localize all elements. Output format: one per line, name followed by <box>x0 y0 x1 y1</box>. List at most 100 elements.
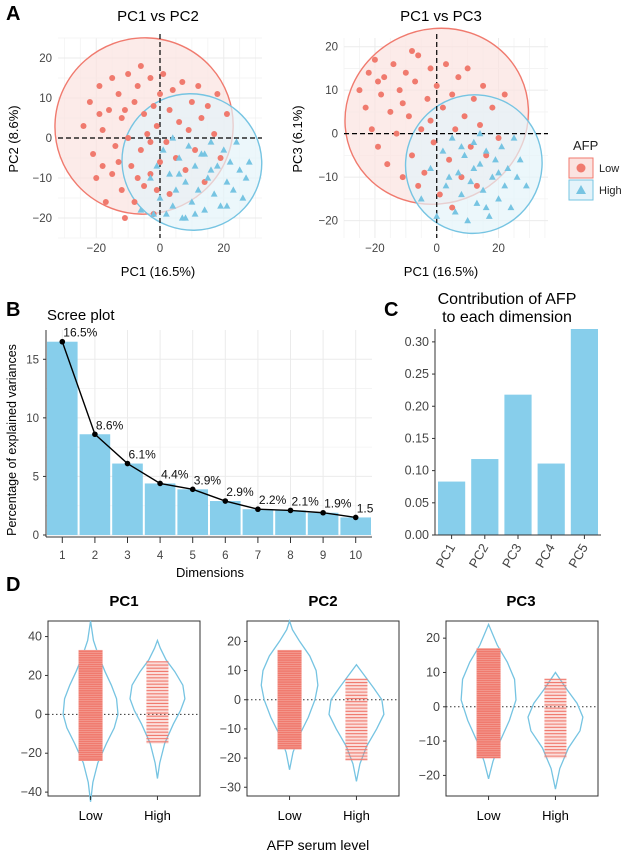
violin3-title: PC3 <box>506 593 535 610</box>
scatter1-point-low <box>99 163 106 169</box>
violin2-ytick-label: 20 <box>227 634 241 648</box>
scatter2-point-high <box>492 156 499 163</box>
scatter1-point-low <box>179 79 186 85</box>
scatter2-point-high <box>458 190 465 198</box>
scatter1-point-low <box>166 107 173 113</box>
legend-title: AFP <box>573 138 598 153</box>
scree-plot: Scree plot Dimensions Percentage of expl… <box>5 307 374 580</box>
scree-point <box>320 509 326 516</box>
scatter2-point-high <box>473 199 481 206</box>
violin1-violin-low <box>62 620 119 802</box>
scatter2-point-low <box>399 174 406 181</box>
scatter2-point-low <box>409 48 415 55</box>
scatter1-point-high <box>162 210 170 217</box>
scatter1-point-high <box>207 138 215 145</box>
violin3-xtick-label: Low <box>477 808 501 823</box>
scree-ylabel: Percentage of explained variances <box>5 344 19 536</box>
scatter2-ytick-label: 20 <box>325 42 338 54</box>
scatter1-point-low <box>137 147 144 153</box>
legend-label-low: Low <box>599 163 619 175</box>
violin1-plot-area: −40 −20 0 20 40 Low High <box>21 620 201 823</box>
scatter2-point-low <box>427 65 434 72</box>
scree-title: Scree plot <box>47 307 115 324</box>
scatter1-point-high <box>182 178 189 185</box>
violin1-ytick-label: 0 <box>35 707 42 721</box>
pca-scatter-pc1-pc2: PC1 vs PC2 PC1 (16.5%) PC2 (8.6%) −20 0 20… <box>6 8 263 279</box>
scree-point <box>124 460 131 467</box>
violin2-strip-low <box>277 650 302 750</box>
scree-value-label: 1.9% <box>324 497 352 511</box>
scatter2-point-low <box>390 61 397 68</box>
scatter2-point-high <box>445 173 453 180</box>
panel-label-a: A <box>6 3 20 25</box>
scatter1-point-low <box>195 83 202 89</box>
scatter2-point-low <box>402 69 409 76</box>
violin2-ytick-label: 10 <box>227 664 241 678</box>
scatter2-xtick-label: 0 <box>434 243 440 255</box>
scatter2-ytick-label: 10 <box>325 85 338 97</box>
scatter1-point-high <box>191 162 199 169</box>
scatter1-point-low <box>80 123 87 129</box>
scatter2-point-low <box>464 65 471 72</box>
scatter1-point-high <box>201 206 209 213</box>
scatter1-point-high <box>210 190 218 197</box>
scatter2-ytick-label: −20 <box>318 216 338 228</box>
scree-point <box>59 338 66 345</box>
scatter1-point-high <box>245 158 253 165</box>
violin1-strip-low <box>78 650 103 761</box>
contrib-bar <box>504 394 532 535</box>
contrib-bar <box>438 481 466 535</box>
contrib-xtick-label: PC3 <box>499 541 525 570</box>
contrib-xtick-label: PC2 <box>466 541 492 570</box>
scatter1-point-high <box>201 150 209 157</box>
scatter1-xtick-label: 20 <box>217 243 230 255</box>
violin2-xtick-label: Low <box>278 808 302 823</box>
scatter2-point-low <box>443 61 449 68</box>
scatter2-point-low <box>368 126 375 133</box>
scatter2-point-low <box>461 113 468 120</box>
scatter2-plot-area: −20 0 20 −20 −10 0 10 20 <box>318 27 548 255</box>
scatter2-point-low <box>436 191 443 198</box>
scatter1-point-high <box>175 154 183 161</box>
scree-bar <box>307 512 339 535</box>
scree-point <box>352 514 359 521</box>
scatter1-point-low <box>188 99 195 105</box>
contrib-title: Contribution of AFP <box>438 291 577 308</box>
violin2-title: PC2 <box>308 593 337 610</box>
scatter1-point-low <box>137 63 144 69</box>
violin3-frame <box>445 620 599 797</box>
scatter1-point-low <box>204 103 211 109</box>
scatter2-point-high <box>454 169 462 176</box>
scree-xtick-label: 10 <box>349 550 362 562</box>
scatter2-point-high <box>516 156 524 163</box>
scree-value-label: 1.5 <box>357 501 374 515</box>
scatter1-point-low <box>163 139 170 145</box>
scree-point <box>189 486 196 493</box>
scatter1-point-low <box>217 155 224 161</box>
scatter2-point-high <box>498 143 506 150</box>
scatter1-xtick-label: 0 <box>157 243 163 255</box>
scree-value-label: 4.4% <box>161 467 189 481</box>
scatter2-point-low <box>449 204 456 211</box>
scatter1-point-low <box>150 103 157 109</box>
scatter1-point-low <box>214 91 221 97</box>
violin2-violin-high <box>328 663 385 782</box>
violin1-violin-high <box>129 638 186 779</box>
contrib-xtick-label: PC5 <box>565 541 591 570</box>
violin3-violin-low <box>460 622 517 780</box>
scatter1-point-low <box>90 151 97 157</box>
scatter1-title: PC1 vs PC2 <box>117 8 199 25</box>
scatter1-point-high <box>217 202 224 209</box>
scree-ytick-label: 10 <box>26 413 39 425</box>
scatter2-point-high <box>495 169 502 176</box>
violin2-ytick-label: −30 <box>220 780 241 794</box>
scatter1-point-high <box>185 142 193 149</box>
scree-point <box>92 431 98 438</box>
scatter2-point-low <box>371 56 378 63</box>
contrib-ytick-label: 0.25 <box>405 367 429 381</box>
scatter1-point-low <box>115 159 122 165</box>
scatter1-point-low <box>141 183 148 189</box>
scatter1-point-high <box>169 134 177 141</box>
scatter1-point-low <box>134 83 141 89</box>
violin1-ytick-label: −20 <box>21 746 42 760</box>
